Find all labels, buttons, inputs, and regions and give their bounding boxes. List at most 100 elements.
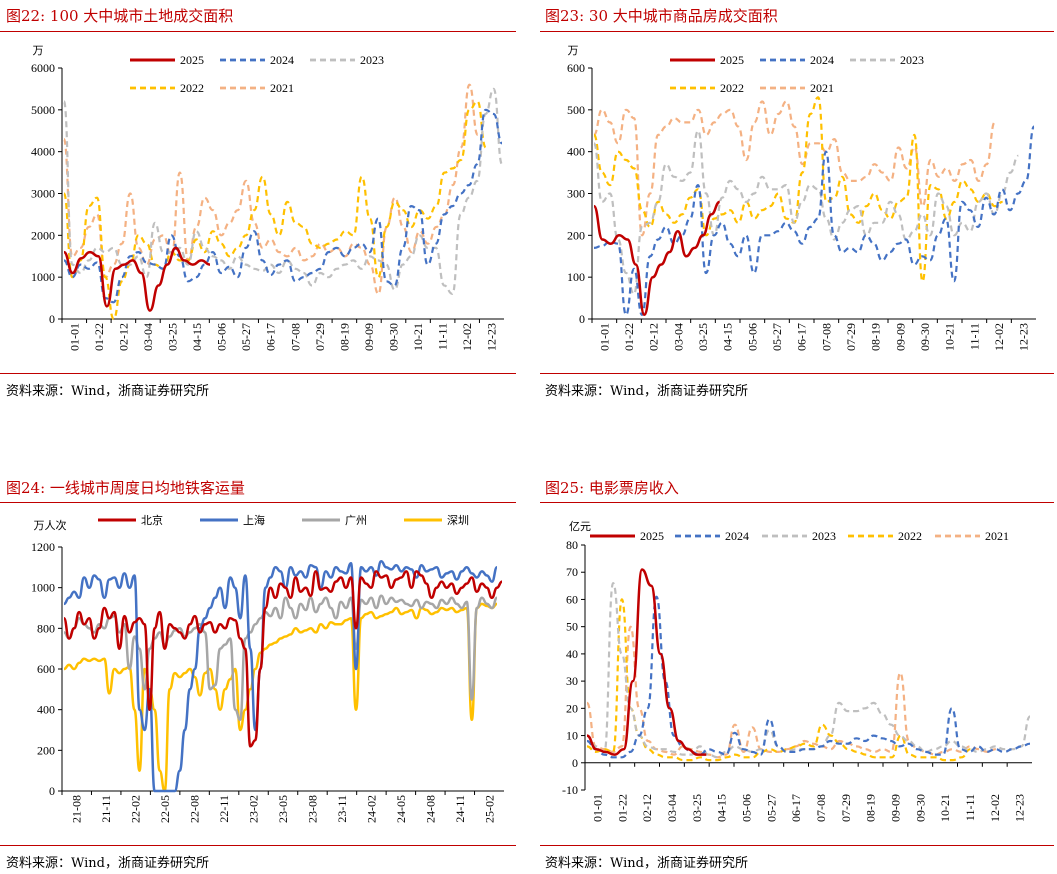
series-line-2021 (592, 100, 996, 237)
legend-label: 2024 (725, 529, 749, 543)
x-tick-label: 01-22 (92, 323, 106, 351)
x-tick-label: 07-29 (839, 794, 853, 822)
y-tick-label: 0 (579, 312, 585, 326)
x-tick-label: 10-21 (943, 323, 957, 351)
y-tick-label: 5000 (31, 103, 55, 117)
unit-label: 万 (33, 44, 44, 57)
x-tick-label: 24-08 (423, 795, 437, 823)
y-tick-label: 70 (566, 565, 578, 579)
x-tick-label: 04-15 (721, 323, 735, 351)
legend-label: 2022 (720, 81, 744, 95)
x-tick-label: 21-08 (70, 795, 84, 823)
title-rule (540, 502, 1054, 503)
x-tick-label: 03-25 (690, 794, 704, 822)
legend-label: 2021 (270, 81, 294, 95)
x-tick-label: 11-11 (967, 323, 981, 350)
legend-label: 2023 (812, 529, 836, 543)
x-tick-label: 09-09 (893, 323, 907, 351)
x-tick-label: 12-23 (1017, 323, 1031, 351)
y-tick-label: 200 (567, 228, 585, 242)
x-tick-label: 03-25 (696, 323, 710, 351)
unit-label: 亿元 (569, 520, 591, 533)
x-tick-label: 01-01 (590, 794, 604, 822)
y-tick-label: 10 (566, 729, 578, 743)
x-tick-label: 01-22 (622, 323, 636, 351)
series-line-上海 (63, 559, 498, 793)
x-tick-label: 23-11 (335, 795, 349, 823)
y-tick-label: 50 (566, 620, 578, 634)
y-tick-label: 0 (572, 756, 578, 770)
series-line-2024 (593, 125, 1036, 316)
y-tick-label: 400 (567, 145, 585, 159)
series-line-2022 (592, 96, 1003, 283)
x-tick-label: 07-08 (814, 794, 828, 822)
title-rule (540, 31, 1054, 32)
x-tick-label: 05-27 (764, 794, 778, 822)
unit-label: 万人次 (34, 518, 67, 532)
x-tick-label: 04-15 (190, 323, 204, 351)
x-tick-label: 02-12 (640, 794, 654, 822)
y-tick-label: 2000 (31, 228, 55, 242)
series-line-深圳 (63, 602, 498, 793)
y-tick-label: 1000 (31, 270, 55, 284)
x-tick-label: 09-30 (918, 323, 932, 351)
x-tick-label: 24-05 (394, 795, 408, 823)
x-tick-label: 07-08 (819, 323, 833, 351)
x-tick-label: 02-12 (647, 323, 661, 351)
y-tick-label: 100 (567, 270, 585, 284)
legend-label: 北京 (141, 513, 163, 527)
legend-label: 2025 (180, 53, 204, 67)
y-tick-label: 0 (49, 312, 55, 326)
x-tick-label: 01-22 (615, 794, 629, 822)
chart-housing-area: 万 0 100 200 300 400 500 600 01-01 01-22 02-12 03-04… (567, 44, 1036, 351)
legend-label: 2023 (900, 53, 924, 67)
legend-label: 上海 (243, 513, 265, 527)
x-tick-label: 08-19 (337, 323, 351, 351)
x-tick-label: 08-19 (869, 323, 883, 351)
x-tick-label: 12-02 (988, 794, 1002, 822)
x-tick-label: 12-02 (992, 323, 1006, 351)
y-tick-label: 20 (566, 701, 578, 715)
series-line-2021 (62, 83, 479, 296)
series-line-2025 (63, 246, 211, 312)
x-tick-label: 11-11 (436, 323, 450, 350)
x-tick-label: 23-05 (276, 795, 290, 823)
chart-title: 图22: 100 大中城市土地成交面积 (6, 7, 234, 25)
x-tick-label: 03-04 (665, 794, 679, 822)
y-tick-label: 600 (37, 662, 55, 676)
x-tick-label: 07-08 (288, 323, 302, 351)
legend-label: 广州 (345, 514, 367, 527)
x-tick-label: 05-06 (739, 794, 753, 822)
source-note: 资料来源：Wind，浙商证券研究所 (6, 384, 209, 399)
y-tick-label: 3000 (31, 187, 55, 201)
series-line-2023 (592, 129, 1019, 296)
series-line-2021 (585, 625, 996, 759)
y-tick-label: 80 (566, 538, 578, 552)
series-line-2025 (592, 200, 721, 317)
legend-label: 2024 (810, 53, 834, 67)
x-tick-label: 01-01 (67, 323, 81, 351)
x-tick-label: 01-01 (597, 323, 611, 351)
y-tick-label: -10 (562, 783, 578, 797)
x-tick-label: 10-21 (411, 323, 425, 351)
x-tick-label: 24-11 (453, 795, 467, 823)
x-tick-label: 22-11 (217, 795, 231, 823)
legend-label: 2022 (180, 81, 204, 95)
x-tick-label: 06-17 (795, 323, 809, 351)
title-rule (0, 502, 516, 503)
x-tick-label: 06-17 (264, 323, 278, 351)
x-tick-label: 24-02 (364, 795, 378, 823)
source-rule (0, 373, 516, 374)
y-tick-label: 30 (566, 674, 578, 688)
x-tick-label: 06-17 (789, 794, 803, 822)
unit-label: 万 (568, 44, 579, 57)
x-tick-label: 09-30 (913, 794, 927, 822)
chart-box-office: 亿元 -10 0 10 20 30 40 50 60 70 80 01-01 01-22 02-12 03-… (562, 520, 1032, 822)
y-tick-label: 200 (37, 743, 55, 757)
x-tick-label: 12-23 (1013, 794, 1027, 822)
legend-label: 2023 (360, 53, 384, 67)
y-tick-label: 60 (566, 592, 578, 606)
source-rule (540, 845, 1054, 846)
chart-title: 图23: 30 大中城市商品房成交面积 (545, 7, 778, 25)
source-note: 资料来源：Wind，浙商证券研究所 (545, 384, 748, 399)
